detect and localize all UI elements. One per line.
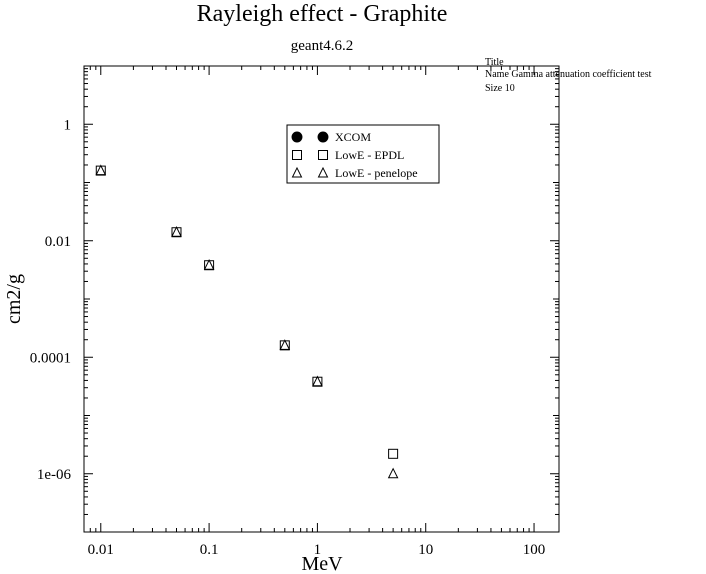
- data-point-lowe-penelope: [203, 259, 215, 270]
- legend-marker: [291, 166, 303, 178]
- corner-note-line-2: Name Gamma attenuation coefficient test: [485, 69, 652, 80]
- legend-label: LowE - EPDL: [335, 148, 404, 162]
- y-tick-labels: 1e-06 0.0001 0.01 1: [30, 117, 72, 483]
- y-tick-label: 1: [64, 117, 72, 133]
- data-point-lowe-penelope: [387, 467, 399, 479]
- chart-title: Rayleigh effect - Graphite: [197, 1, 448, 27]
- legend-box: [286, 124, 440, 184]
- legend-label: LowE - penelope: [335, 166, 418, 180]
- data-point-lowe-epdl: [279, 340, 290, 351]
- data-points: [95, 164, 399, 479]
- data-point-lowe-penelope: [312, 375, 323, 387]
- legend-marker: [317, 131, 329, 143]
- data-point-lowe-epdl: [312, 376, 323, 387]
- x-tick-label: 1: [314, 542, 322, 558]
- x-tick-label: 10: [418, 542, 433, 558]
- x-tick-label: 0.01: [88, 542, 114, 558]
- data-point-lowe-penelope: [279, 339, 291, 350]
- x-tick-labels: 0.01 0.1 1 10 100: [88, 542, 546, 558]
- data-point-lowe-epdl: [204, 260, 215, 271]
- corner-note: Title Name Gamma attenuation coefficient…: [485, 57, 652, 94]
- chart-subtitle: geant4.6.2: [291, 38, 353, 54]
- y-tick-label: 1e-06: [37, 467, 72, 483]
- x-tick-label: 0.1: [200, 542, 219, 558]
- data-point-lowe-epdl: [388, 448, 399, 459]
- y-axis-label: cm2/g: [3, 274, 25, 324]
- legend: XCOM LowE - EPDL LowE - penelope: [286, 124, 440, 184]
- legend-marker: [317, 166, 329, 178]
- data-point-lowe-penelope: [95, 164, 107, 176]
- data-point-lowe-penelope: [171, 226, 182, 237]
- legend-marker: [292, 150, 302, 160]
- axis-ticks: [83, 65, 559, 533]
- corner-note-line-3: Size 10: [485, 83, 515, 94]
- legend-marker: [291, 131, 303, 143]
- data-point-lowe-epdl: [171, 227, 182, 238]
- x-tick-label: 100: [523, 542, 546, 558]
- legend-marker: [318, 150, 328, 160]
- legend-label: XCOM: [335, 130, 371, 144]
- data-point-lowe-epdl: [95, 165, 106, 176]
- y-tick-label: 0.01: [45, 234, 71, 250]
- y-tick-label: 0.0001: [30, 350, 71, 366]
- x-axis-label: MeV: [301, 553, 343, 574]
- corner-note-line-1: Title: [485, 57, 504, 68]
